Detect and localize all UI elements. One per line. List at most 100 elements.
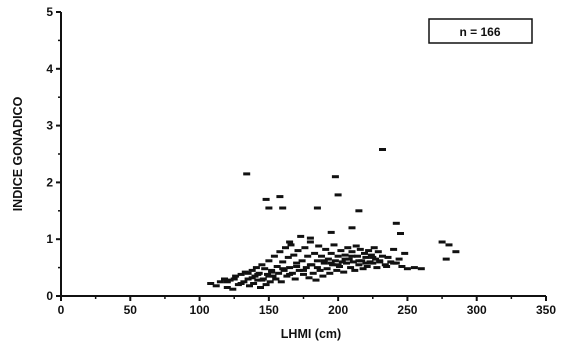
y-tick-label: 0: [46, 289, 53, 303]
data-point: [362, 261, 370, 265]
data-point: [341, 253, 349, 257]
data-point: [244, 277, 252, 281]
data-point: [240, 280, 248, 284]
data-point: [262, 283, 270, 287]
data-point: [384, 255, 392, 259]
data-point: [363, 265, 371, 268]
data-point: [212, 284, 220, 288]
data-point: [344, 246, 352, 250]
data-point: [372, 257, 380, 261]
data-point: [264, 272, 271, 276]
data-point: [351, 268, 359, 272]
data-point: [329, 263, 337, 267]
y-tick-label: 5: [46, 5, 53, 19]
data-point: [341, 257, 349, 261]
data-point: [345, 257, 353, 261]
data-point: [248, 276, 256, 280]
data-point: [216, 280, 224, 284]
data-point: [383, 265, 391, 268]
data-point: [295, 268, 303, 272]
data-point: [395, 257, 403, 261]
x-tick-label: 0: [58, 303, 65, 317]
data-point: [306, 263, 314, 267]
data-point: [283, 274, 291, 278]
data-point: [277, 280, 285, 284]
data-point: [373, 266, 381, 270]
plot-area: 0 1 2 3 4 5 0 50 100 150 200 250 300 350: [46, 5, 556, 317]
data-point: [381, 263, 389, 267]
data-point: [320, 261, 328, 265]
data-point: [355, 209, 363, 213]
x-tick-label: 350: [536, 303, 556, 317]
data-point: [221, 277, 228, 281]
data-point: [348, 254, 356, 258]
data-point: [313, 259, 321, 263]
data-point: [293, 261, 301, 265]
data-point: [230, 277, 238, 281]
data-point: [250, 282, 258, 285]
data-point: [258, 263, 266, 267]
data-point: [248, 268, 256, 272]
data-point: [318, 254, 325, 258]
x-tick-label: 200: [328, 303, 348, 317]
data-point: [365, 249, 373, 253]
data-point: [254, 278, 262, 282]
data-point: [333, 268, 341, 272]
data-point: [258, 278, 266, 282]
data-point: [438, 240, 446, 244]
data-point: [305, 276, 313, 280]
data-point: [269, 274, 277, 278]
x-tick-label: 100: [190, 303, 210, 317]
data-point: [322, 247, 330, 251]
data-point: [272, 277, 280, 281]
data-point: [320, 259, 328, 263]
data-point: [261, 267, 269, 271]
data-point: [359, 267, 367, 271]
data-point: [348, 250, 356, 254]
data-point: [301, 246, 309, 250]
data-point: [302, 266, 310, 270]
data-point: [232, 274, 240, 278]
data-point: [282, 246, 289, 250]
data-point: [336, 265, 343, 268]
data-point: [279, 260, 287, 264]
data-point: [294, 249, 302, 253]
data-point: [252, 266, 260, 270]
y-tick-label: 1: [46, 232, 53, 246]
data-point: [306, 236, 314, 240]
data-point: [354, 254, 361, 258]
data-point: [347, 266, 355, 270]
data-point: [300, 272, 307, 276]
data-point: [229, 287, 237, 291]
data-point: [379, 254, 386, 258]
data-point: [410, 266, 418, 270]
data-point: [442, 257, 450, 261]
data-point: [226, 278, 234, 282]
data-point: [266, 280, 274, 284]
data-point: [319, 274, 327, 278]
data-point: [340, 270, 348, 274]
data-point: [403, 267, 411, 271]
data-point: [223, 280, 231, 284]
data-point: [284, 255, 292, 259]
data-point: [276, 250, 284, 254]
data-point: [327, 261, 335, 265]
data-point: [275, 271, 283, 275]
data-point: [337, 249, 345, 253]
data-point: [244, 271, 252, 275]
x-axis-ticks: 0 50 100 150 200 250 300 350: [58, 296, 556, 317]
data-point: [237, 272, 245, 276]
data-point: [290, 253, 298, 257]
data-point: [355, 259, 363, 263]
data-point: [262, 197, 270, 201]
data-point: [445, 243, 453, 247]
data-point: [268, 270, 276, 274]
data-point: [237, 282, 245, 285]
data-point: [361, 251, 368, 255]
data-point: [392, 221, 400, 225]
data-point: [370, 246, 378, 250]
data-point: [243, 172, 251, 176]
data-point: [326, 271, 334, 275]
data-point: [286, 266, 294, 270]
data-point: [254, 272, 262, 276]
